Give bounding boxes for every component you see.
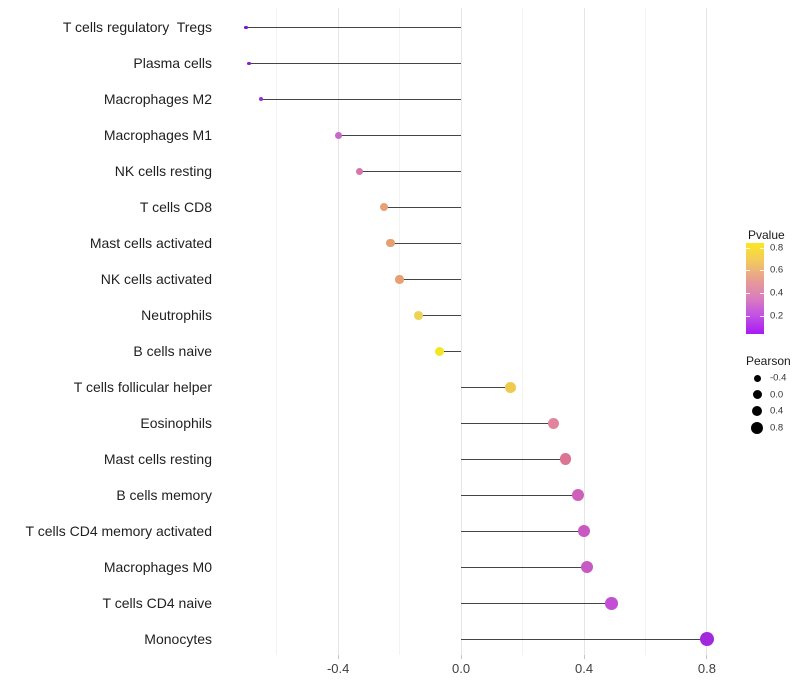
- category-label: NK cells resting: [114, 163, 212, 180]
- lollipop-stem: [461, 386, 511, 388]
- category-label: Macrophages M1: [103, 127, 212, 144]
- size-legend-label: -0.4: [770, 372, 787, 384]
- minor-gridline: [276, 8, 278, 655]
- x-axis-tick-mark: [460, 655, 462, 659]
- lollipop-stem: [261, 98, 462, 100]
- pvalue-colorbar: [746, 243, 764, 334]
- minor-gridline: [644, 8, 646, 655]
- x-axis-tick-label: -0.4: [326, 661, 350, 676]
- lollipop-dot: [547, 417, 560, 430]
- major-gridline: [460, 8, 462, 655]
- category-label: T cells regulatory Tregs: [62, 19, 212, 36]
- category-label: Macrophages M2: [103, 91, 212, 108]
- lollipop-dot: [571, 489, 584, 502]
- lollipop-dot: [434, 346, 445, 356]
- category-label: Eosinophils: [140, 415, 212, 432]
- colorbar-tick-label: 0.4: [770, 287, 784, 299]
- lollipop-dot: [413, 310, 423, 320]
- category-label: B cells memory: [116, 487, 212, 504]
- lollipop-stem: [384, 206, 462, 208]
- lollipop-stem: [245, 26, 462, 28]
- lollipop-dot: [605, 597, 618, 610]
- colorbar-tick-mark: [760, 293, 764, 295]
- lollipop-dot: [699, 632, 714, 647]
- size-legend-dot: [751, 405, 763, 417]
- size-legend-label: 0.8: [770, 422, 784, 433]
- category-label: T cells CD4 memory activated: [25, 523, 212, 540]
- lollipop-stem: [439, 350, 462, 352]
- lollipop-stem: [390, 242, 462, 244]
- lollipop-stem: [359, 170, 462, 172]
- size-legend-dot: [753, 374, 761, 382]
- pearson-legend-title: Pearson: [746, 354, 791, 368]
- lollipop-stem: [461, 530, 584, 532]
- lollipop-stem: [418, 314, 462, 316]
- size-legend-dot: [751, 421, 763, 434]
- x-axis-tick-label: 0.8: [697, 661, 716, 676]
- lollipop-dot: [259, 97, 264, 102]
- lollipop-dot: [577, 525, 591, 538]
- x-axis-tick-label: 0.0: [452, 661, 471, 676]
- x-axis-tick-mark: [706, 655, 708, 659]
- colorbar-tick-mark: [746, 293, 750, 295]
- lollipop-stem: [461, 494, 578, 496]
- size-legend-label: 0.0: [770, 389, 784, 400]
- size-legend-label: 0.4: [770, 405, 784, 417]
- colorbar-tick-label: 0.6: [770, 264, 784, 276]
- lollipop-dot: [559, 453, 572, 466]
- colorbar-tick-mark: [746, 315, 750, 317]
- lollipop-dot: [247, 61, 251, 66]
- major-gridline: [706, 8, 708, 655]
- lollipop-stem: [461, 638, 707, 640]
- major-gridline: [337, 8, 339, 655]
- colorbar-tick-label: 0.2: [770, 310, 784, 322]
- major-gridline: [583, 8, 585, 655]
- category-label: T cells CD8: [139, 199, 212, 216]
- colorbar-tick-mark: [760, 247, 764, 249]
- lollipop-dot: [581, 561, 594, 574]
- category-label: B cells naive: [133, 343, 212, 360]
- x-axis-tick-label: 0.4: [574, 661, 594, 676]
- category-label: T cells CD4 naive: [102, 595, 212, 612]
- lollipop-dot: [386, 239, 395, 248]
- lollipop-stem: [461, 566, 588, 568]
- category-label: Mast cells resting: [103, 451, 212, 468]
- category-label: Plasma cells: [133, 55, 212, 72]
- minor-gridline: [522, 8, 524, 655]
- colorbar-tick-mark: [760, 270, 764, 272]
- lollipop-dot: [504, 381, 516, 393]
- category-label: Monocytes: [144, 631, 212, 648]
- lollipop-dot: [380, 203, 389, 212]
- x-axis-tick-mark: [583, 655, 585, 659]
- pvalue-legend-title: Pvalue: [748, 228, 785, 242]
- lollipop-dot: [395, 275, 404, 284]
- category-label: Neutrophils: [141, 307, 212, 324]
- colorbar-tick-mark: [746, 270, 750, 272]
- lollipop-stem: [461, 458, 566, 460]
- lollipop-dot: [355, 167, 364, 176]
- lollipop-stem: [249, 62, 462, 64]
- category-label: NK cells activated: [100, 271, 212, 288]
- size-legend-dot: [752, 390, 762, 399]
- category-label: Mast cells activated: [89, 235, 212, 252]
- colorbar-tick-label: 0.8: [770, 242, 784, 254]
- lollipop-stem: [399, 278, 462, 280]
- x-axis-tick-mark: [337, 655, 339, 659]
- category-label: T cells follicular helper: [73, 379, 212, 396]
- colorbar-tick-mark: [746, 247, 750, 249]
- category-label: Macrophages M0: [103, 559, 212, 576]
- lollipop-stem: [461, 602, 612, 604]
- minor-gridline: [399, 8, 401, 655]
- lollipop-stem: [338, 134, 462, 136]
- lollipop-stem: [461, 422, 554, 424]
- lollipop-dot: [244, 25, 248, 29]
- lollipop-dot: [334, 131, 342, 139]
- colorbar-tick-mark: [760, 315, 764, 317]
